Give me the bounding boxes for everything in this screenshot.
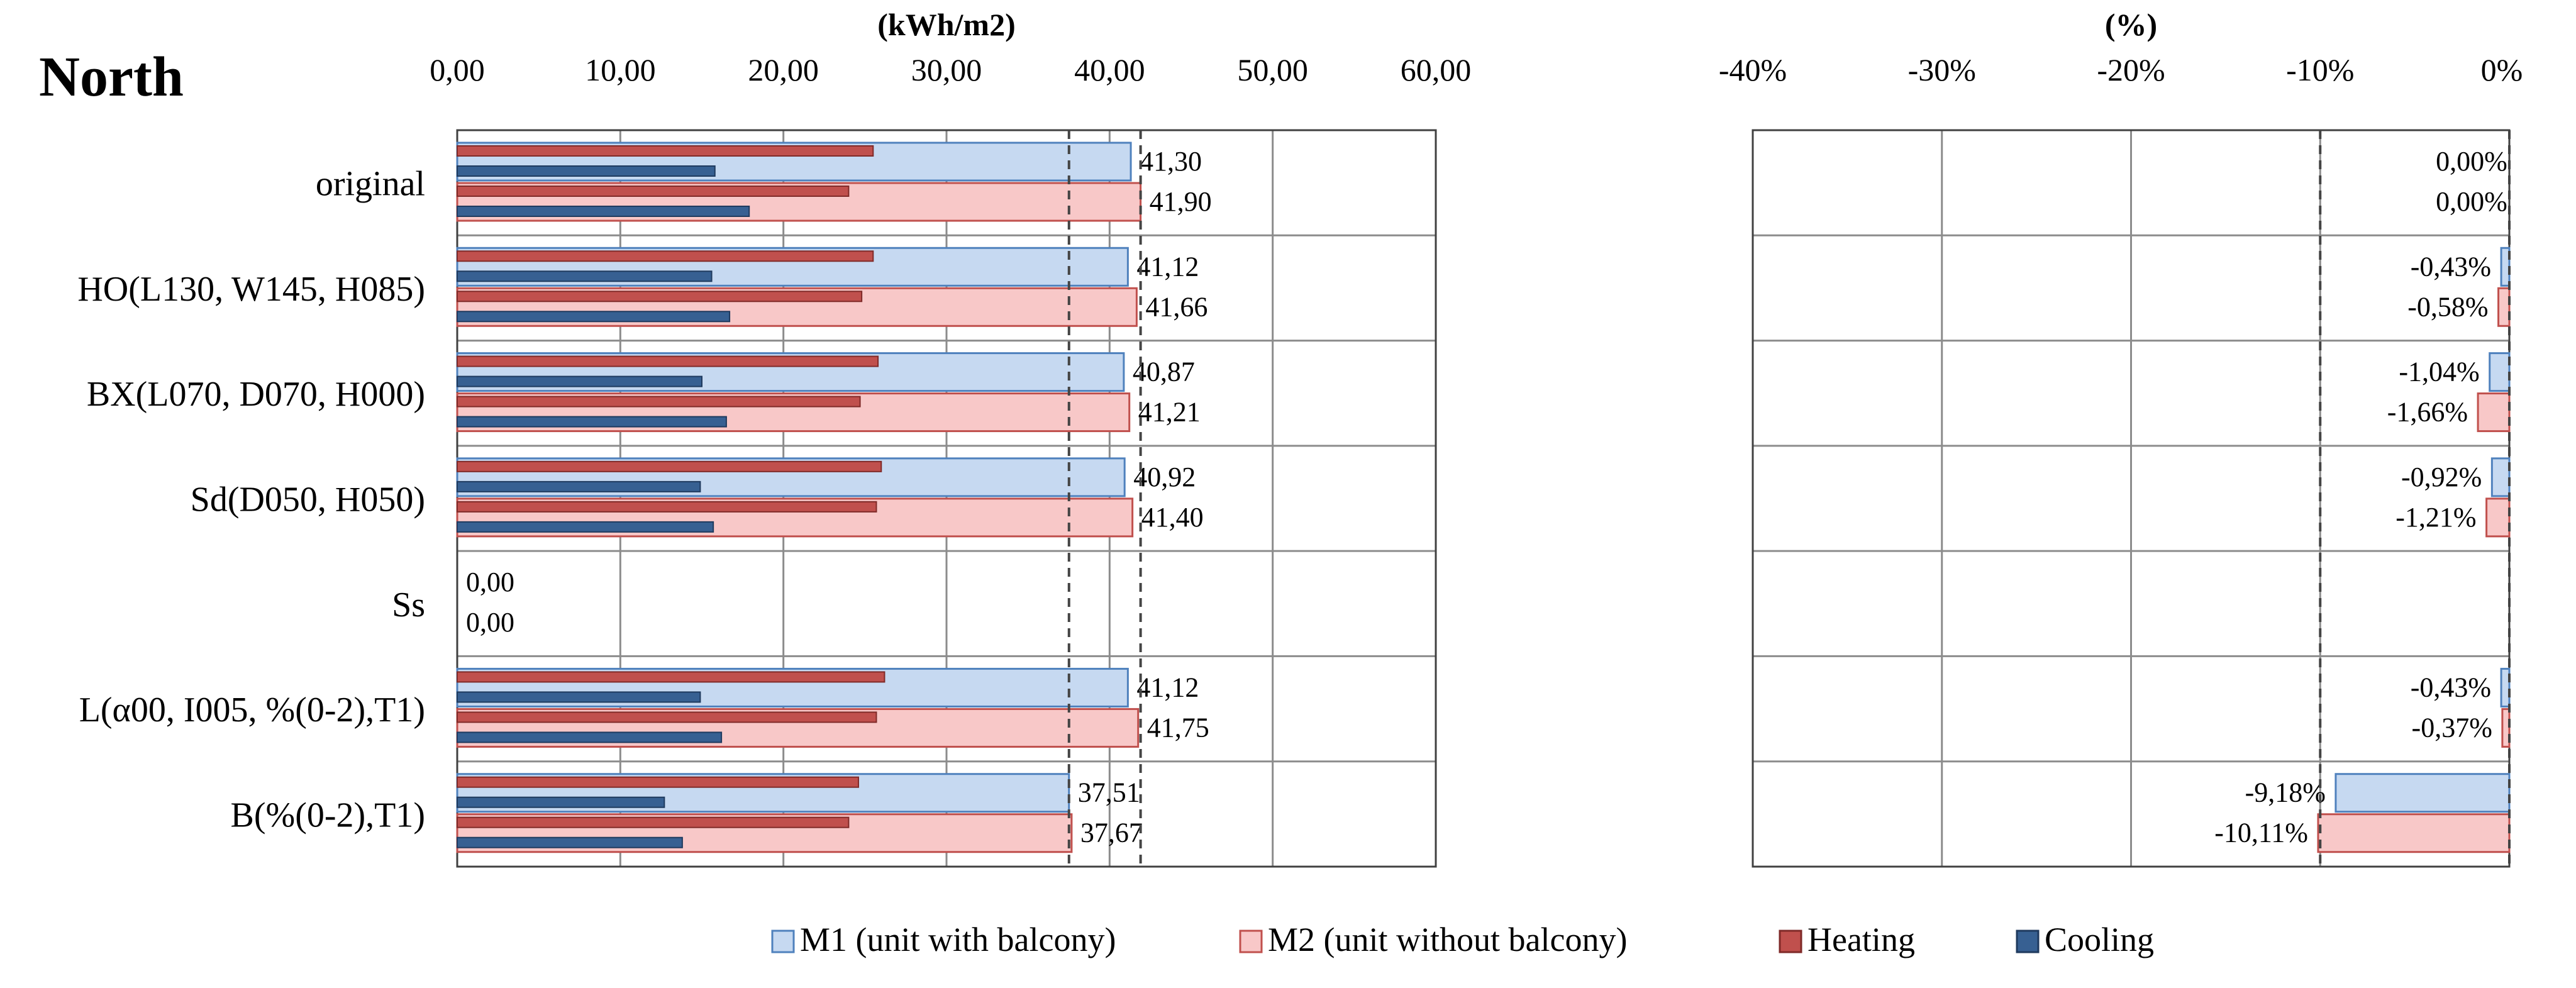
m2-value-label: 37,67 bbox=[1080, 818, 1143, 848]
legend-label-m1: M1 (unit with balcony) bbox=[800, 921, 1116, 958]
m2-value-label: 41,66 bbox=[1145, 291, 1208, 322]
percent-m2-bar bbox=[2501, 708, 2511, 748]
legend-swatch-m1 bbox=[771, 930, 795, 953]
heating-bar-m1 bbox=[457, 460, 882, 472]
percent-m1-bar bbox=[2490, 457, 2511, 497]
energy-tick-label: 40,00 bbox=[1074, 52, 1145, 87]
cooling-bar-m1 bbox=[457, 691, 701, 703]
percent-m1-bar bbox=[2500, 667, 2511, 708]
percent-m2-bar bbox=[2317, 813, 2511, 853]
percent-m1-bar bbox=[2334, 773, 2511, 813]
energy-tick-label: 10,00 bbox=[585, 52, 656, 87]
legend-label-heating: Heating bbox=[1807, 921, 1915, 958]
percent-m1-value-label: -0,43% bbox=[2411, 251, 2491, 282]
category-label-b-0-2-t1: B(%(0-2),T1) bbox=[231, 796, 425, 835]
cooling-bar-m2 bbox=[457, 731, 723, 743]
legend-swatch-m2 bbox=[1239, 930, 1263, 953]
percent-m2-value-label: 0,00% bbox=[2436, 186, 2507, 217]
cooling-bar-m2 bbox=[457, 416, 727, 428]
m1-value-label: 41,12 bbox=[1136, 251, 1199, 282]
energy-tick-label: 20,00 bbox=[748, 52, 819, 87]
legend-swatch-cooling bbox=[2016, 930, 2040, 953]
percent-m2-bar bbox=[2485, 497, 2511, 538]
percent-unit-label: (%) bbox=[2105, 7, 2157, 42]
energy-tick-label: 50,00 bbox=[1237, 52, 1308, 87]
m1-value-label: 41,30 bbox=[1140, 146, 1202, 177]
heating-bar-m1 bbox=[457, 355, 879, 367]
category-label-l-00-i005-0-2-t1: L(α00, I005, %(0-2),T1) bbox=[79, 691, 425, 730]
percent-tick-label: -30% bbox=[1908, 52, 1976, 87]
heating-bar-m2 bbox=[457, 816, 850, 828]
cooling-bar-m2 bbox=[457, 206, 750, 217]
cooling-bar-m1 bbox=[457, 165, 716, 177]
cooling-bar-m1 bbox=[457, 480, 701, 492]
energy-unit-label: (kWh/m2) bbox=[877, 7, 1015, 42]
cooling-bar-m1 bbox=[457, 796, 665, 808]
legend-label-cooling: Cooling bbox=[2045, 921, 2154, 958]
category-label-ss: Ss bbox=[392, 586, 425, 624]
heating-bar-m2 bbox=[457, 711, 877, 723]
percent-tick-label: 0% bbox=[2481, 52, 2523, 87]
percent-m2-value-label: -1,21% bbox=[2396, 502, 2476, 533]
m2-value-label: 0,00 bbox=[466, 607, 514, 638]
percent-m1-value-label: -0,92% bbox=[2401, 462, 2482, 492]
heating-bar-m1 bbox=[457, 250, 874, 262]
energy-tick-label: 30,00 bbox=[911, 52, 982, 87]
category-label-original: original bbox=[316, 165, 425, 204]
percent-m2-value-label: -1,66% bbox=[2387, 397, 2468, 428]
percent-m1-value-label: -0,43% bbox=[2411, 672, 2491, 702]
heating-bar-m2 bbox=[457, 396, 861, 408]
energy-panel: (kWh/m2) 0,00 10,00 20,00 30,00 40,00 50,00 60,… bbox=[77, 7, 1472, 868]
legend-label-m2: M2 (unit without balcony) bbox=[1268, 921, 1627, 958]
percent-m2-bar bbox=[2477, 392, 2511, 433]
m1-value-label: 40,87 bbox=[1133, 357, 1195, 387]
percent-tick-label: -10% bbox=[2286, 52, 2354, 87]
cooling-bar-m2 bbox=[457, 311, 731, 323]
percent-m1-bar bbox=[2489, 352, 2511, 392]
legend: M1 (unit with balcony) M2 (unit without b… bbox=[771, 921, 2154, 958]
heating-bar-m2 bbox=[457, 186, 850, 197]
heating-bar-m1 bbox=[457, 776, 859, 788]
heating-bar-m1 bbox=[457, 671, 886, 683]
m2-value-label: 41,90 bbox=[1150, 186, 1212, 217]
percent-m1-value-label: -1,04% bbox=[2399, 357, 2479, 387]
heating-bar-m2 bbox=[457, 291, 863, 303]
category-label-ho-l130-w145-h085: HO(L130, W145, H085) bbox=[77, 270, 425, 309]
category-label-sd-d050-h050: Sd(D050, H050) bbox=[191, 480, 425, 519]
legend-swatch-heating bbox=[1779, 930, 1802, 953]
percent-m2-value-label: -0,58% bbox=[2407, 291, 2488, 322]
cooling-bar-m1 bbox=[457, 270, 713, 282]
m2-value-label: 41,21 bbox=[1138, 397, 1201, 428]
energy-tick-label: 0,00 bbox=[430, 52, 485, 87]
heating-bar-m2 bbox=[457, 501, 877, 513]
energy-tick-label: 60,00 bbox=[1401, 52, 1472, 87]
m1-value-label: 0,00 bbox=[466, 567, 514, 597]
category-label-bx-l070-d070-h000: BX(L070, D070, H000) bbox=[87, 375, 425, 414]
percent-panel: (%) -40% -30% -20% -10% 0% 0,00% 0,00% -0,43% -0,… bbox=[1719, 7, 2523, 868]
cooling-bar-m1 bbox=[457, 375, 702, 387]
percent-m2-bar bbox=[2497, 287, 2511, 327]
heating-bar-m1 bbox=[457, 145, 874, 157]
chart-title: North bbox=[39, 46, 184, 108]
m1-value-label: 41,12 bbox=[1136, 672, 1199, 702]
percent-m1-value-label: 0,00% bbox=[2436, 146, 2507, 177]
percent-tick-label: -40% bbox=[1719, 52, 1787, 87]
m1-value-label: 37,51 bbox=[1078, 777, 1140, 808]
percent-tick-label: -20% bbox=[2097, 52, 2165, 87]
percent-m2-value-label: -0,37% bbox=[2412, 712, 2492, 743]
percent-m2-value-label: -10,11% bbox=[2214, 818, 2308, 848]
m2-value-label: 41,75 bbox=[1147, 712, 1209, 743]
percent-m1-value-label: -9,18% bbox=[2245, 777, 2326, 808]
cooling-bar-m2 bbox=[457, 521, 714, 533]
m2-value-label: 41,40 bbox=[1141, 502, 1204, 533]
m1-value-label: 40,92 bbox=[1133, 462, 1196, 492]
cooling-bar-m2 bbox=[457, 836, 683, 848]
